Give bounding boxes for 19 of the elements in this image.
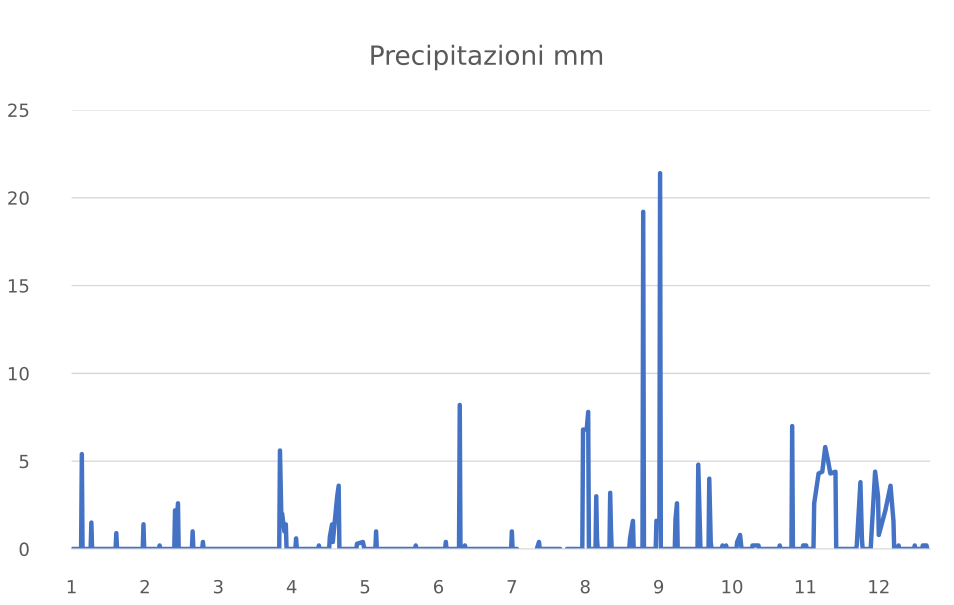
y-tick-label: 25 <box>8 103 28 118</box>
y-tick-label: 10 <box>8 366 29 380</box>
y-tick-label: 5 <box>20 454 28 468</box>
y-tick-label: 15 <box>8 279 28 293</box>
y-tick-label: 20 <box>8 191 29 205</box>
x-tick-label: 11 <box>796 580 816 594</box>
x-tick-label: 10 <box>722 580 742 594</box>
chart-title: Precipitazioni mm <box>371 44 602 70</box>
x-tick-label: 6 <box>434 580 444 594</box>
x-tick-label: 4 <box>286 580 296 594</box>
x-tick-label: 1 <box>68 580 76 594</box>
x-tick-label: 9 <box>654 580 664 594</box>
x-tick-label: 3 <box>214 580 223 594</box>
y-tick-label: 0 <box>20 542 29 556</box>
x-tick-label: 5 <box>360 580 370 594</box>
x-tick-label: 12 <box>869 580 888 594</box>
x-tick-label: 8 <box>580 580 590 594</box>
x-tick-label: 2 <box>140 580 149 594</box>
x-tick-label: 7 <box>508 580 516 594</box>
